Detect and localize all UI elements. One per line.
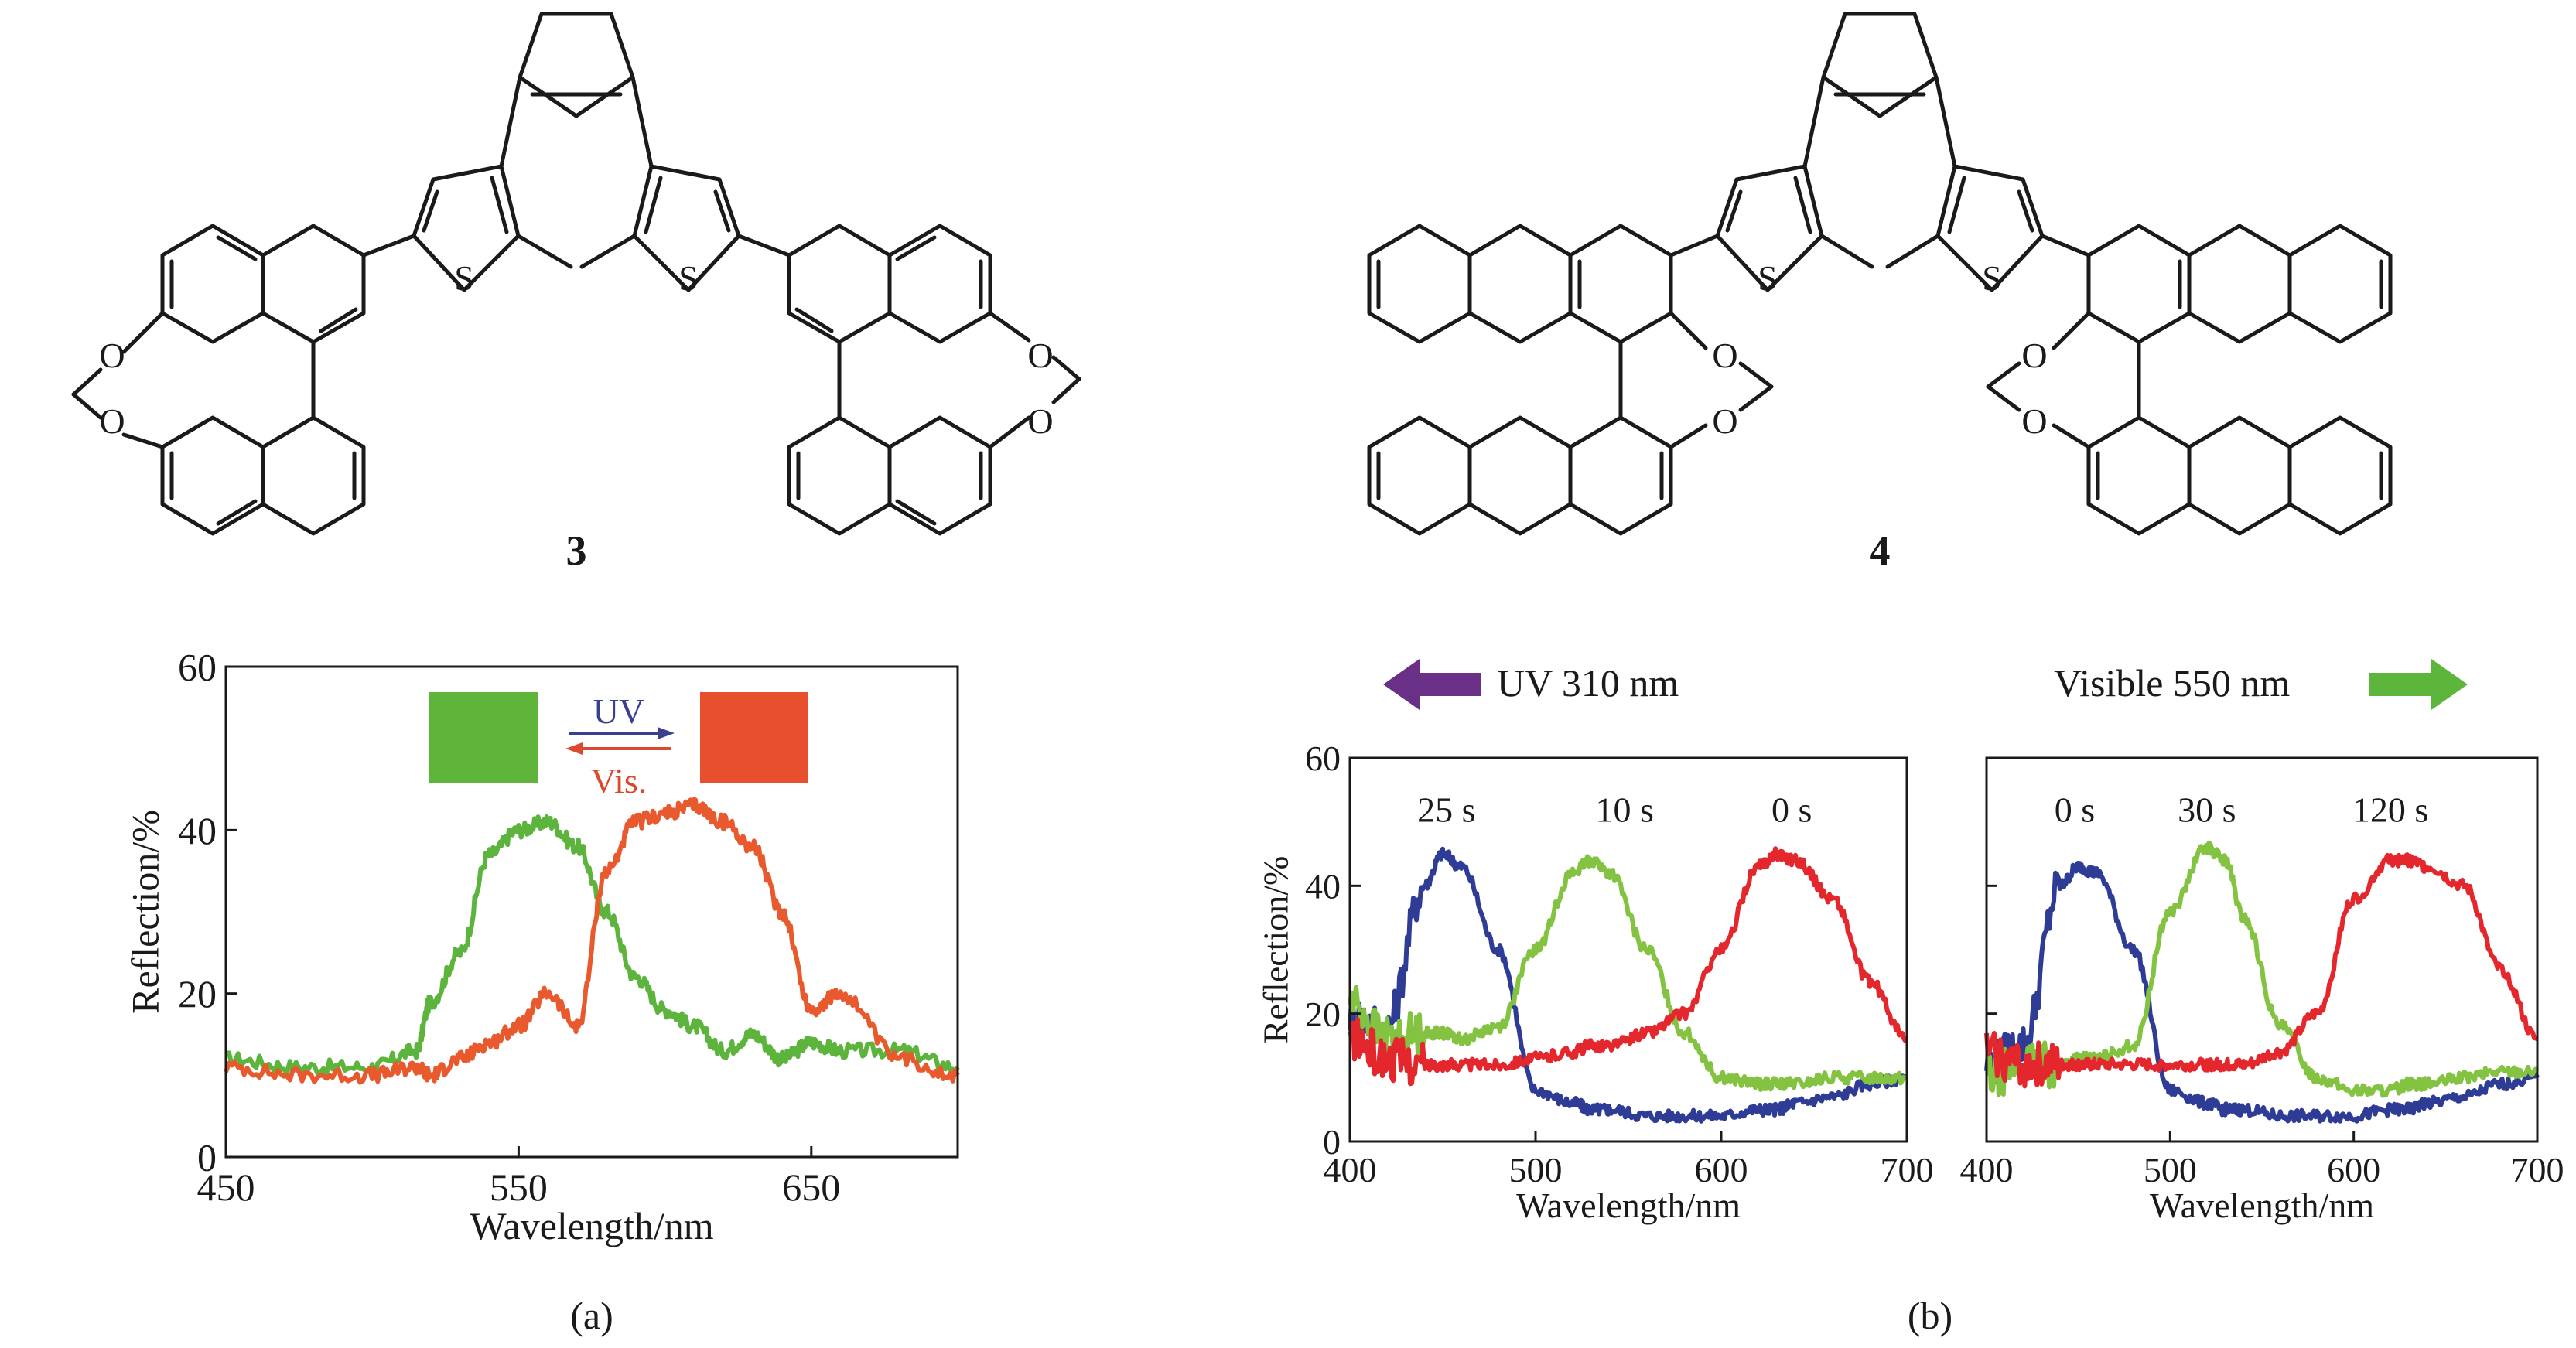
oxygen-atom-label: O — [1027, 336, 1053, 375]
oxygen-atom-label: O — [2021, 336, 2047, 375]
series-line — [1348, 854, 1908, 1092]
sulfur-atom-label: S — [1758, 258, 1778, 298]
x-tick-label: 700 — [1881, 1150, 1934, 1189]
vis-arrowhead — [565, 742, 583, 755]
oxygen-atom-label: O — [99, 401, 125, 441]
time-annotation: 0 s — [2055, 790, 2095, 830]
y-tick-label: 40 — [1305, 866, 1341, 906]
molecule-3-number: 3 — [566, 527, 587, 574]
y-axis-label: Reflection/% — [1256, 856, 1296, 1044]
sulfur-atom-label: S — [1982, 258, 2002, 298]
sulfur-atom-label: S — [454, 258, 474, 298]
x-tick-label: 700 — [2511, 1150, 2564, 1189]
y-tick-label: 0 — [197, 1136, 217, 1179]
panel-b-arrows: UV 310 nm Visible 550 nm — [1383, 659, 2468, 710]
y-tick-label: 0 — [1323, 1122, 1341, 1162]
time-annotation: 120 s — [2352, 790, 2428, 830]
uv-arrowhead — [658, 727, 675, 739]
chart-panel-a: 450 550 650 0 20 40 60 Wavelength/nm Reflection/… — [124, 646, 960, 1247]
time-annotation: 30 s — [2178, 790, 2236, 830]
series-line — [1348, 846, 1908, 1124]
oxygen-atom-label: O — [1712, 336, 1737, 375]
x-tick-label: 500 — [2144, 1150, 2197, 1189]
panel-b-label: (b) — [1908, 1294, 1952, 1337]
uv-310nm-arrow — [1383, 659, 1481, 710]
oxygen-atom-label: O — [99, 336, 125, 375]
chart-panel-b-left: 400 500 600 700 0 20 40 60 Wavelength/nm Reflecti… — [1256, 739, 1934, 1225]
series-line — [224, 797, 960, 1085]
molecule-4-number: 4 — [1870, 527, 1891, 574]
red-state-swatch — [700, 692, 808, 783]
x-tick-label: 600 — [2327, 1150, 2380, 1189]
visible-550nm-label: Visible 550 nm — [2054, 661, 2290, 705]
series-line — [1984, 840, 2540, 1098]
sulfur-atom-label: S — [678, 258, 699, 298]
oxygen-atom-label: O — [2021, 401, 2047, 441]
x-tick-label: 650 — [782, 1165, 840, 1209]
y-tick-label: 20 — [1305, 995, 1341, 1034]
oxygen-atom-label: O — [1027, 401, 1053, 441]
molecule-3-structure: S S O O O O 3 — [71, 12, 1081, 574]
chart-panel-b-right: 400 500 600 700 Wavelength/nm 0 s 30 s 120 s — [1960, 756, 2564, 1225]
panel-a-legend: UV Vis. — [429, 691, 808, 800]
x-axis-label: Wavelength/nm — [2150, 1186, 2374, 1225]
vis-label: Vis. — [591, 761, 647, 800]
x-tick-label: 450 — [197, 1165, 255, 1209]
uv-310nm-label: UV 310 nm — [1497, 661, 1679, 705]
x-tick-label: 400 — [1960, 1150, 2014, 1189]
oxygen-atom-label: O — [1712, 401, 1737, 441]
x-tick-label: 500 — [1509, 1150, 1563, 1189]
x-axis-label: Wavelength/nm — [1516, 1186, 1741, 1225]
plot-frame — [1985, 756, 2539, 1143]
series-line — [225, 814, 960, 1077]
uv-label: UV — [593, 691, 644, 731]
x-tick-label: 400 — [1324, 1150, 1377, 1189]
y-tick-label: 40 — [178, 809, 217, 852]
series-line — [1984, 861, 2540, 1124]
series-line — [1348, 846, 1909, 1087]
y-axis-label: Reflection/% — [124, 810, 167, 1014]
molecule-4-structure: S S O O O O 4 — [1367, 12, 2393, 574]
green-state-swatch — [429, 692, 538, 783]
time-annotation: 10 s — [1595, 790, 1653, 830]
x-axis-label: Wavelength/nm — [470, 1204, 713, 1247]
panel-a-label: (a) — [570, 1294, 613, 1337]
plot-frame — [1348, 756, 1908, 1143]
y-tick-label: 20 — [178, 972, 217, 1015]
plot-frame — [224, 665, 959, 1159]
x-tick-label: 600 — [1695, 1150, 1748, 1189]
time-annotation: 0 s — [1771, 790, 1812, 830]
series-line — [1984, 852, 2539, 1089]
y-tick-label: 60 — [178, 646, 217, 689]
y-tick-label: 60 — [1305, 739, 1341, 778]
x-tick-label: 550 — [490, 1165, 548, 1209]
visible-550nm-arrow — [2369, 659, 2468, 710]
time-annotation: 25 s — [1417, 790, 1475, 830]
